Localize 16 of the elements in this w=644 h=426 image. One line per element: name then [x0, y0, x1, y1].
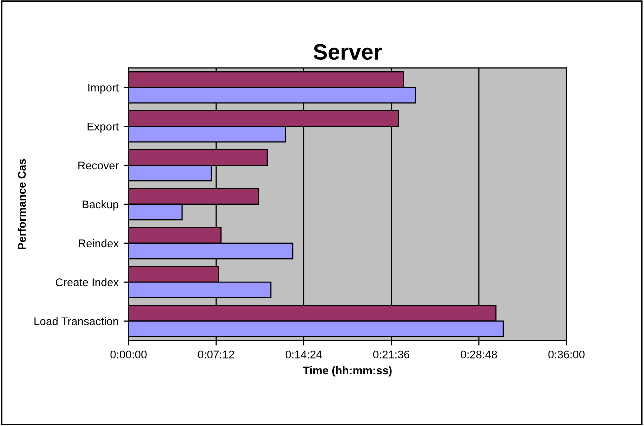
y-tick-label: Import — [88, 84, 119, 94]
x-tick-label: 0:28:48 — [461, 350, 498, 359]
x-axis-title: Time (hh:mm:ss) — [303, 366, 392, 377]
chart-title: Server — [314, 44, 382, 60]
x-tick-label: 0:36:00 — [548, 350, 585, 359]
y-tick-label: Reindex — [79, 239, 119, 248]
y-tick-label: Create Index — [56, 278, 119, 287]
x-tick-label: 0:00:00 — [110, 350, 147, 359]
x-tick-label: 0:14:24 — [286, 350, 322, 359]
x-tick-label: 0:21:36 — [373, 350, 410, 359]
y-axis-title: Performance Cas — [18, 159, 26, 250]
y-tick-label: Export — [88, 122, 119, 133]
y-tick-label: Load Transaction — [34, 317, 118, 326]
y-tick-label: Backup — [82, 200, 119, 211]
y-tick-label: Recover — [78, 162, 119, 170]
x-tick-label: 0:07:12 — [198, 350, 234, 359]
